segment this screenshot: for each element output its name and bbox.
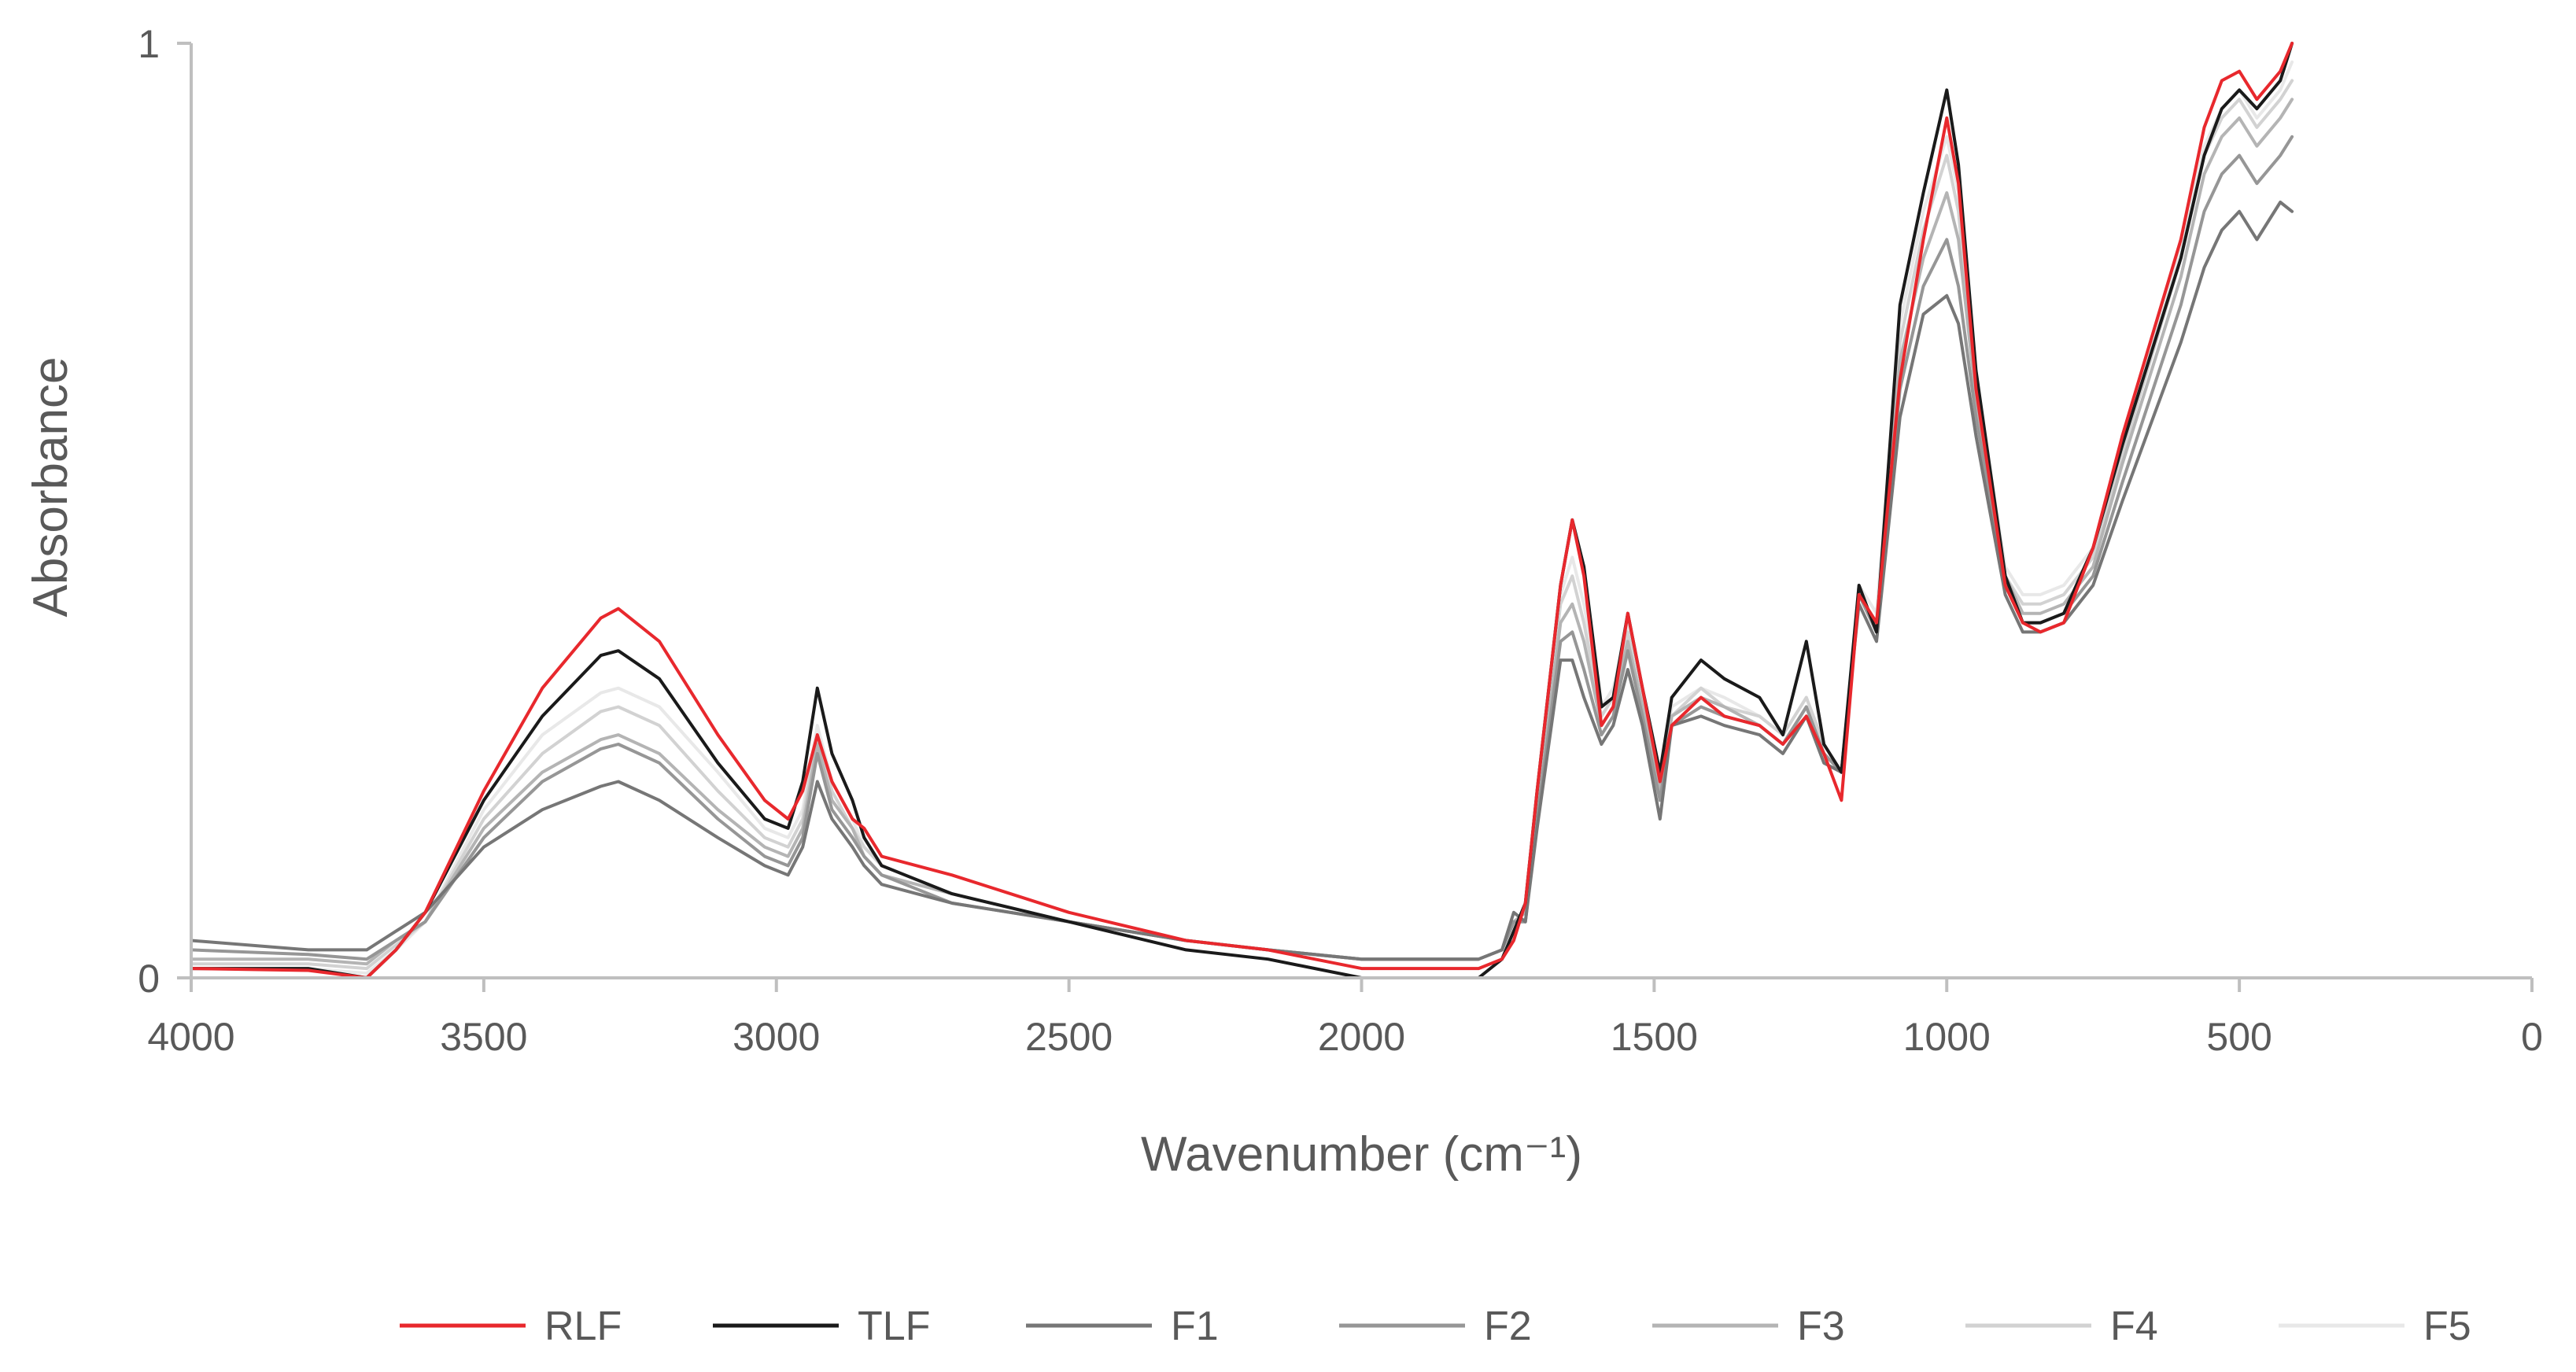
x-axis-title: Wavenumber (cm⁻¹) — [1141, 1127, 1582, 1182]
series-line-f4 — [190, 79, 2294, 971]
series-line-tlf — [190, 42, 2294, 979]
x-tick-label: 2500 — [1025, 1015, 1113, 1059]
legend-label-tlf: TLF — [858, 1304, 930, 1349]
x-tick-label: 3500 — [440, 1015, 527, 1059]
series-line-rlf — [190, 42, 2294, 979]
x-tick-label: 3000 — [733, 1015, 820, 1059]
legend-label-f3: F3 — [1797, 1304, 1845, 1349]
y-axis-ticks: 01 — [138, 22, 191, 1001]
legend-label-f1: F1 — [1171, 1304, 1219, 1349]
legend-label-f2: F2 — [1484, 1304, 1532, 1349]
x-tick-label: 1500 — [1611, 1015, 1698, 1059]
legend-label-f5: F5 — [2423, 1304, 2471, 1349]
legend-label-rlf: RLF — [544, 1304, 622, 1349]
legend: RLF TLF F1 F2 F3 F4 F5 — [400, 1304, 2471, 1349]
x-tick-label: 500 — [2206, 1015, 2272, 1059]
series-line-f5 — [190, 60, 2294, 976]
x-axis-ticks: 4000 3500 3000 2500 2000 1500 1000 500 0 — [147, 978, 2543, 1059]
y-tick-label: 0 — [138, 957, 160, 1001]
legend-label-f4: F4 — [2110, 1304, 2158, 1349]
x-tick-label: 0 — [2521, 1015, 2543, 1059]
y-tick-label: 1 — [138, 22, 160, 66]
series-line-f1 — [190, 201, 2294, 961]
x-tick-label: 4000 — [147, 1015, 234, 1059]
y-axis-title: Absorbance — [24, 357, 78, 618]
x-tick-label: 1000 — [1903, 1015, 1991, 1059]
series-line-f2 — [190, 135, 2294, 961]
x-tick-label: 2000 — [1318, 1015, 1405, 1059]
series-layer — [190, 42, 2294, 979]
